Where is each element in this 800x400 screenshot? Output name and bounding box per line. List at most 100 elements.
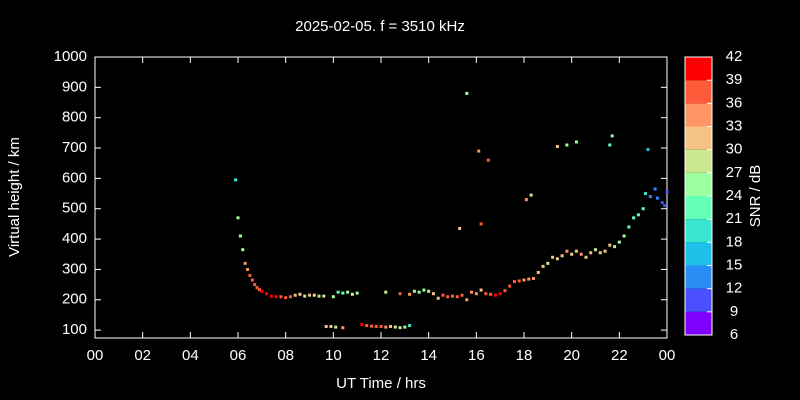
x-tick-label: 00: [87, 347, 104, 364]
point: [524, 198, 528, 202]
x-tick-label: 20: [563, 347, 580, 364]
point: [648, 195, 652, 199]
point: [512, 280, 516, 284]
point: [551, 255, 555, 259]
point: [355, 291, 359, 295]
point: [555, 257, 559, 261]
point: [369, 324, 373, 328]
point: [617, 240, 621, 244]
colorbar-band: [685, 80, 712, 104]
point: [374, 324, 378, 328]
point: [238, 234, 242, 238]
x-tick-label: 16: [468, 347, 485, 364]
y-axis-label: Virtual height / km: [6, 137, 23, 257]
point: [627, 225, 631, 229]
point: [408, 324, 412, 328]
colorbar-tick-label: 6: [730, 326, 738, 343]
point: [260, 289, 264, 293]
point: [279, 295, 283, 299]
point: [574, 249, 578, 253]
colorbar-band: [685, 265, 712, 289]
colorbar-tick-label: 33: [726, 117, 743, 134]
colorbar-tick-label: 39: [726, 71, 743, 88]
colorbar-tick-label: 42: [726, 48, 743, 65]
point: [346, 290, 350, 294]
point: [255, 286, 259, 290]
y-tick-label: 100: [62, 321, 87, 338]
point: [350, 292, 354, 296]
x-tick-label: 22: [611, 347, 628, 364]
chart-title: 2025-02-05. f = 3510 kHz: [295, 18, 465, 35]
colorbar-band: [685, 103, 712, 127]
point: [234, 178, 238, 182]
point: [636, 213, 640, 217]
point: [341, 326, 345, 330]
point: [265, 292, 269, 296]
x-tick-label: 04: [182, 347, 199, 364]
point: [574, 140, 578, 144]
point: [641, 207, 645, 211]
point: [460, 293, 464, 297]
point: [336, 290, 340, 294]
point: [365, 324, 369, 328]
colorbar-tick-label: 27: [726, 164, 743, 181]
point: [644, 192, 648, 196]
point: [522, 278, 526, 282]
point: [665, 190, 669, 194]
point: [422, 288, 426, 292]
point: [308, 293, 311, 297]
point: [436, 296, 440, 300]
point: [331, 295, 335, 299]
point: [458, 226, 462, 230]
point: [322, 294, 326, 298]
point: [389, 324, 393, 328]
x-tick-label: 12: [373, 347, 390, 364]
point: [470, 290, 474, 294]
colorbar-tick-label: 15: [726, 256, 743, 273]
colorbar-band: [685, 172, 712, 196]
point: [412, 289, 416, 293]
y-tick-label: 400: [62, 230, 87, 247]
point: [610, 134, 614, 138]
colorbar-band: [685, 196, 712, 220]
point: [408, 292, 412, 296]
point: [489, 292, 493, 296]
colorbar-tick-label: 9: [730, 303, 738, 320]
point: [360, 323, 364, 327]
point: [613, 245, 617, 249]
point: [446, 295, 450, 299]
point: [622, 234, 626, 238]
point: [293, 293, 297, 297]
y-tick-label: 800: [62, 109, 87, 126]
point: [484, 292, 488, 296]
point: [503, 289, 507, 293]
point: [465, 91, 469, 95]
point: [594, 248, 597, 252]
point: [384, 325, 388, 329]
point: [598, 251, 602, 255]
point: [417, 290, 421, 294]
point: [589, 251, 593, 255]
point: [393, 325, 397, 329]
colorbar-band: [685, 219, 712, 243]
point: [334, 325, 338, 329]
colorbar-band: [685, 57, 712, 81]
point: [236, 216, 240, 220]
plot-frame: [94, 56, 668, 339]
point: [570, 252, 574, 256]
point: [241, 248, 245, 252]
point: [317, 294, 321, 298]
point: [431, 292, 435, 296]
x-tick-label: 00: [659, 347, 676, 364]
x-tick-label: 06: [230, 347, 247, 364]
x-tick-label: 18: [516, 347, 533, 364]
y-tick-label: 600: [62, 169, 87, 186]
point: [486, 158, 490, 162]
point: [603, 249, 607, 253]
point: [298, 292, 302, 296]
y-tick-label: 300: [62, 260, 87, 277]
point: [663, 204, 667, 208]
colorbar-band: [685, 242, 712, 266]
y-tick-label: 700: [62, 139, 87, 156]
